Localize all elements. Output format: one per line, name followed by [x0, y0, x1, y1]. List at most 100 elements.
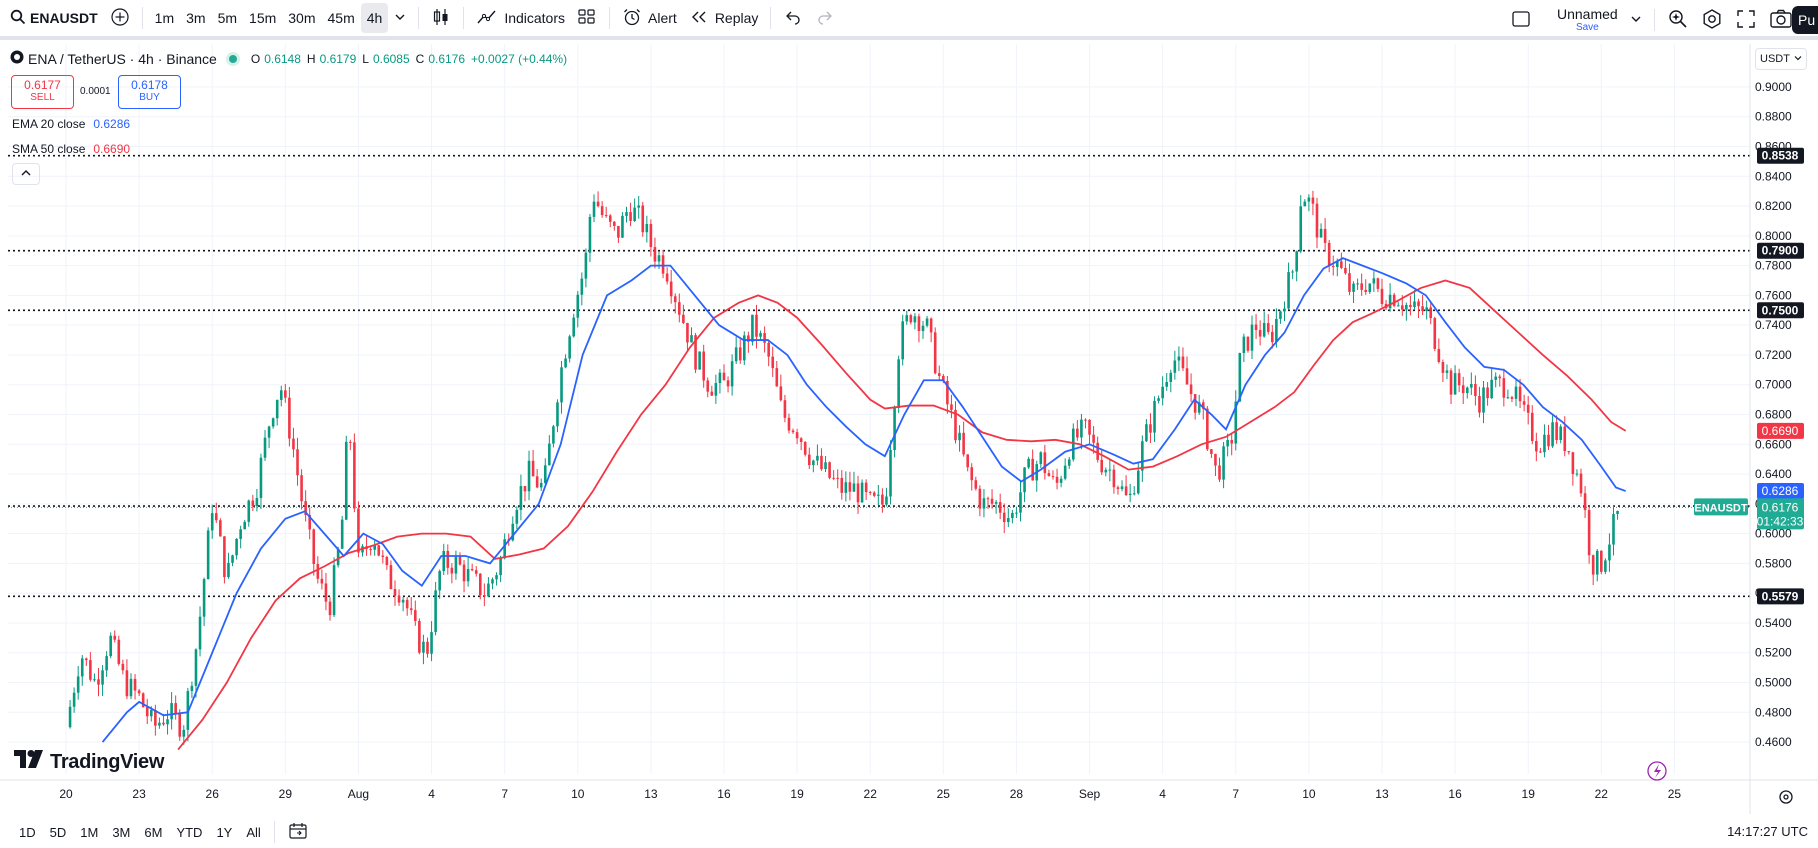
layout-name-button[interactable]: Unnamed Save — [1551, 4, 1624, 36]
open-value: 0.6148 — [264, 51, 301, 66]
chart-type-button[interactable] — [425, 2, 457, 34]
range-6m[interactable]: 6M — [144, 824, 163, 840]
y-tick-label: 0.6800 — [1755, 408, 1792, 422]
publish-button[interactable]: Pu — [1792, 6, 1818, 34]
settings-button[interactable] — [1695, 4, 1729, 36]
lightning-icon — [1647, 761, 1667, 781]
range-1d[interactable]: 1D — [19, 824, 36, 840]
sell-button[interactable]: 0.6177 SELL — [11, 75, 74, 109]
candle-body — [487, 583, 490, 597]
candle-body — [645, 223, 649, 233]
candle-body — [564, 358, 567, 368]
candle-body — [710, 391, 714, 396]
candle-body — [1242, 336, 1246, 354]
range-5d[interactable]: 5D — [49, 824, 67, 840]
candle-body — [604, 215, 608, 217]
candle-body — [80, 658, 84, 677]
ema-legend[interactable]: EMA 20 close 0.6286 — [12, 117, 130, 131]
candle-body — [483, 595, 486, 597]
candle-body — [1132, 493, 1136, 495]
candle-body — [787, 417, 791, 431]
candle-body — [194, 649, 198, 686]
layout-dropdown[interactable] — [1624, 4, 1648, 36]
candle-body — [454, 556, 458, 574]
snapshot-button[interactable] — [1763, 4, 1799, 36]
candle-body — [1084, 419, 1087, 421]
goto-date-button[interactable] — [281, 822, 315, 843]
candle-body — [1368, 283, 1372, 292]
candle-body — [653, 247, 657, 262]
market-status-dot[interactable] — [228, 54, 237, 63]
candle-body — [1400, 305, 1404, 310]
candle-body — [1007, 518, 1010, 523]
tradingview-logo[interactable]: TradingView — [14, 750, 164, 774]
interval-45m[interactable]: 45m — [327, 10, 355, 26]
candle-body — [1563, 426, 1567, 452]
range-ytd[interactable]: YTD — [176, 824, 203, 840]
sma-legend[interactable]: SMA 50 close 0.6690 — [12, 142, 130, 156]
candle-body — [905, 315, 909, 322]
level-price-label: 0.5579 — [1762, 589, 1799, 603]
candle-body — [669, 281, 673, 297]
compare-symbol-button[interactable] — [104, 2, 136, 34]
axis-settings-icon-center — [1783, 794, 1789, 800]
quick-search-button[interactable] — [1661, 4, 1695, 36]
candle-body — [1461, 385, 1465, 394]
y-tick-label: 0.5200 — [1755, 646, 1792, 660]
interval-30m[interactable]: 30m — [288, 10, 316, 26]
interval-1m[interactable]: 1m — [154, 10, 175, 26]
price-chart[interactable]: 0.90000.88000.86000.84000.82000.80000.78… — [0, 44, 1818, 814]
candle-body — [1571, 452, 1575, 475]
indicators-button[interactable]: Indicators — [470, 2, 571, 34]
candle-body — [1331, 266, 1335, 268]
layout-toggle-button[interactable] — [1505, 4, 1537, 36]
candle-body — [1076, 428, 1079, 438]
candle-body — [288, 397, 291, 439]
range-1y[interactable]: 1Y — [216, 824, 233, 840]
interval-3m[interactable]: 3m — [186, 10, 206, 26]
candle-body — [1080, 419, 1083, 438]
chart-area[interactable]: 0.9000 0.8800 0.8600 0.8400 0.8200 0.8000 0.78… — [0, 44, 1818, 814]
collapse-legend-button[interactable] — [12, 163, 40, 185]
fullscreen-button[interactable] — [1729, 4, 1763, 36]
range-all[interactable]: All — [246, 824, 261, 840]
candle-body — [1031, 458, 1034, 481]
candle-body — [1157, 398, 1160, 401]
interval-4h[interactable]: 4h — [360, 3, 389, 33]
templates-button[interactable] — [571, 2, 603, 34]
candle-body — [316, 564, 320, 579]
divider — [1653, 9, 1655, 31]
interval-15m[interactable]: 15m — [249, 10, 277, 26]
candle-body — [828, 462, 831, 478]
alert-button[interactable]: Alert — [616, 2, 683, 34]
candle-body — [202, 579, 206, 617]
utc-clock[interactable]: 14:17:27 UTC — [1727, 824, 1808, 839]
axis-settings-icon — [1779, 790, 1793, 804]
candle-body — [1388, 294, 1392, 309]
candle-body — [344, 441, 348, 520]
candle-body — [933, 332, 937, 374]
interval-dropdown[interactable] — [388, 2, 412, 34]
x-tick-label: 4 — [1159, 787, 1166, 801]
redo-button[interactable] — [809, 2, 841, 34]
buy-label: BUY — [139, 92, 160, 104]
replay-button[interactable]: Replay — [683, 2, 765, 34]
candle-body — [1604, 560, 1607, 572]
interval-5m[interactable]: 5m — [217, 10, 238, 26]
candle-body — [779, 386, 783, 401]
x-tick-label: 20 — [59, 787, 73, 801]
currency-select[interactable]: USDT — [1755, 48, 1807, 70]
range-3m[interactable]: 3M — [112, 824, 131, 840]
candle-body — [446, 551, 450, 568]
undo-button[interactable] — [777, 2, 809, 34]
candle-body — [1222, 446, 1225, 480]
symbol-search-button[interactable]: ENAUSDT — [0, 2, 104, 34]
candle-body — [942, 375, 945, 381]
candle-body — [1510, 397, 1514, 399]
x-tick-label: 13 — [644, 787, 658, 801]
divider — [141, 7, 143, 29]
candle-body — [844, 482, 848, 493]
range-1m[interactable]: 1M — [80, 824, 99, 840]
candle-body — [190, 685, 194, 692]
buy-button[interactable]: 0.6178 BUY — [118, 75, 181, 109]
